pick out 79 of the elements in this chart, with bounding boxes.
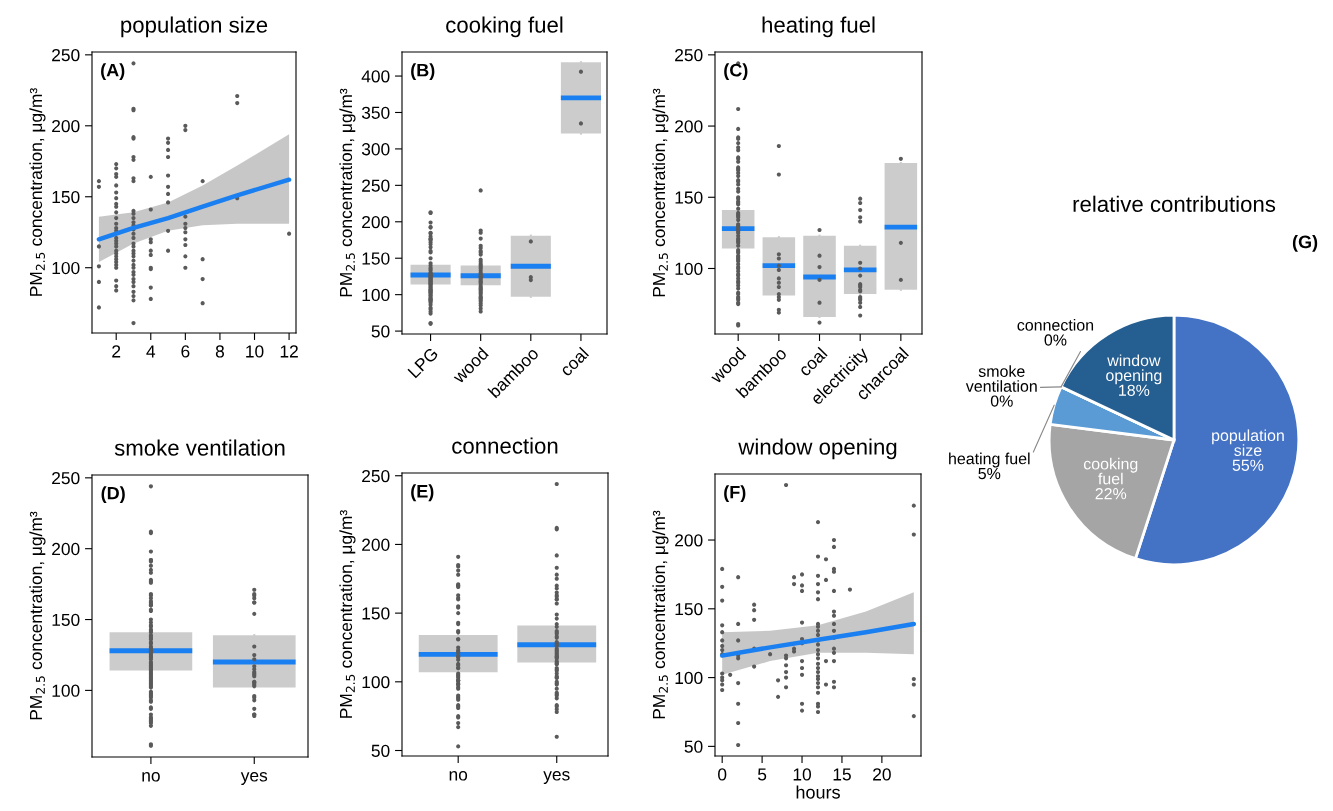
x-tick-label: coal — [558, 346, 590, 377]
x-tick-label: no — [142, 772, 160, 782]
y-tick-label: 200 — [362, 215, 390, 229]
y-tick-label: 250 — [362, 179, 390, 192]
slice-label: population size — [1212, 429, 1284, 456]
slice-label: window opening — [1106, 354, 1162, 385]
y-tick-label: 150 — [52, 613, 80, 626]
y-tick-label: 100 — [362, 288, 390, 302]
x-tick-label: yes — [240, 772, 268, 785]
y-tick-label: 200 — [362, 538, 390, 551]
y-axis-title: PM$_{2.5}$ concentration, μg/m³ — [29, 88, 46, 296]
annotation: (D) — [101, 486, 125, 504]
data-label: 55% — [1232, 459, 1264, 471]
y-tick-label: 300 — [361, 143, 390, 156]
chart-title: heating fuel — [762, 16, 875, 38]
chart-title: smoke ventilation — [114, 439, 285, 456]
x-tick-label: 0 — [718, 768, 727, 781]
x-axis-title: hours — [796, 785, 840, 799]
x-tick-label: 10 — [246, 345, 264, 358]
y-tick-label: 150 — [362, 607, 390, 620]
y-tick-label: 400 — [361, 70, 390, 83]
chart-title: window opening — [738, 438, 897, 460]
y-tick-label: 50 — [371, 744, 390, 757]
y-tick-label: 100 — [675, 262, 703, 275]
x-tick-label: yes — [543, 771, 570, 784]
y-tick-label: 150 — [675, 191, 703, 204]
y-tick-label: 150 — [362, 252, 390, 265]
x-tick-label: 8 — [215, 345, 225, 358]
x-tick-label: 4 — [146, 345, 156, 358]
annotation: (B) — [411, 63, 435, 81]
chart-title: population size — [121, 16, 268, 38]
y-tick-label: 350 — [361, 106, 390, 119]
data-label: 5% — [978, 467, 1001, 480]
category-label: connection — [1017, 319, 1094, 331]
x-tick-label: 20 — [873, 768, 891, 781]
y-tick-label: 100 — [362, 675, 390, 689]
y-tick-label: 250 — [675, 49, 703, 62]
chart-title: connection — [452, 437, 558, 454]
category-label: smoke ventilation — [965, 365, 1037, 392]
y-axis-title: PM$_{2.5}$ concentration, μg/m³ — [29, 511, 46, 720]
y-tick-label: 200 — [52, 542, 80, 556]
text: 0% — [990, 395, 1013, 407]
y-tick-label: 100 — [52, 684, 80, 697]
x-tick-label: 5 — [757, 768, 767, 781]
annotation: (A) — [101, 63, 125, 81]
y-tick-label: 200 — [675, 534, 703, 547]
text: 0% — [1044, 334, 1067, 346]
slice-label: cooking fuel — [1083, 457, 1138, 485]
y-tick-label: 250 — [362, 469, 390, 483]
data-label: 18% — [1119, 384, 1150, 396]
x-tick-label: 15 — [833, 768, 851, 781]
x-tick-label: 2 — [112, 345, 121, 358]
x-tick-label: no — [449, 771, 468, 781]
y-tick-label: 100 — [675, 671, 703, 685]
x-tick-label: LPG — [407, 347, 439, 379]
slice-label: heating fuel — [949, 452, 1030, 468]
text: (G) — [1292, 235, 1318, 252]
chart-title: cooking fuel — [446, 16, 563, 38]
y-tick-label: 200 — [52, 119, 80, 133]
y-tick-label: 50 — [684, 740, 703, 753]
y-tick-label: 150 — [675, 602, 703, 616]
x-tick-label: 6 — [181, 345, 190, 358]
x-tick-label: 12 — [280, 345, 298, 358]
chart-title: relative contributions — [1073, 195, 1276, 212]
data-label: 22% — [1095, 487, 1127, 500]
y-tick-label: 250 — [52, 49, 80, 62]
y-axis-title: PM$_{2.5}$ concentration, μg/m³ — [652, 510, 669, 719]
y-tick-label: 50 — [371, 325, 390, 338]
y-axis-title: PM$_{2.5}$ concentration, μg/m³ — [339, 510, 356, 718]
annotation: (E) — [411, 484, 434, 502]
annotation: (F) — [724, 485, 746, 503]
y-axis-title: PM$_{2.5}$ concentration, μg/m³ — [339, 88, 356, 297]
x-tick-label: 10 — [793, 768, 812, 781]
y-tick-label: 150 — [52, 190, 80, 204]
y-tick-label: 200 — [675, 120, 703, 133]
y-tick-label: 250 — [52, 472, 80, 485]
annotation: (C) — [724, 63, 748, 81]
y-axis-title: PM$_{2.5}$ concentration, μg/m³ — [652, 88, 669, 297]
y-tick-label: 100 — [52, 261, 80, 275]
